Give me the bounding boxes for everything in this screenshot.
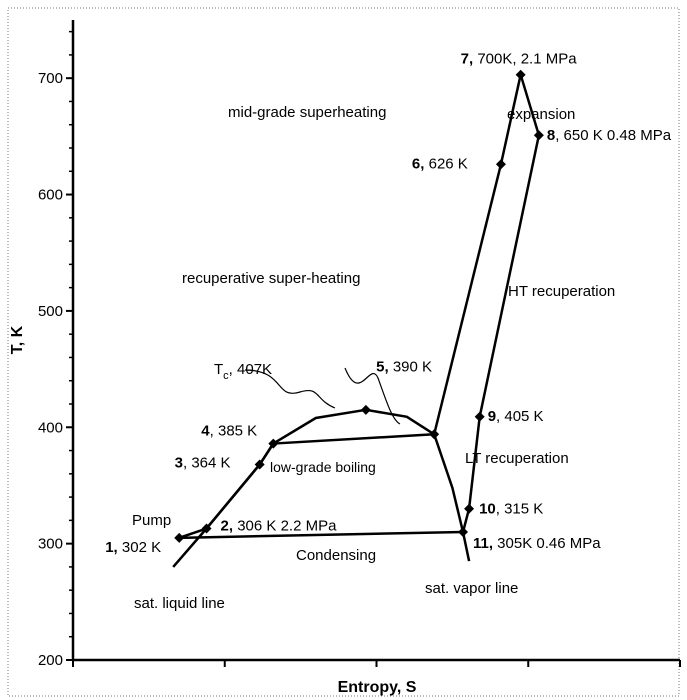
state-point-8-marker [533, 130, 544, 141]
tc-pointer-arrow [244, 369, 336, 409]
state-point-7-label: 7, 700K, 2.1 MPa [461, 51, 578, 68]
saturated-vapor-line [365, 408, 471, 562]
y-tick-label: 300 [38, 536, 63, 553]
point5-pointer-arrow [344, 367, 401, 425]
state-point-2-label: 2, 306 K 2.2 MPa [221, 518, 338, 535]
state-point-5-label: 5, 390 K [376, 358, 432, 375]
state-point-11-marker [457, 527, 468, 537]
x-ticks [72, 660, 681, 667]
state-point-10-label: 10, 315 K [479, 501, 543, 518]
y-tick-label: 400 [38, 419, 63, 436]
state-point-Tc-marker [360, 404, 371, 415]
y-tick-label: 700 [38, 70, 63, 87]
state-point-3-label: 3, 364 K [175, 455, 231, 472]
cycle-segment-6-7 [499, 74, 522, 165]
y-tick-label: 500 [38, 303, 63, 320]
cycle-segment-2-3 [205, 463, 261, 530]
state-point-labels: 1, 302 K 2, 306 K 2.2 MPa 3, 364 K 4, 385 K… [105, 51, 672, 556]
y-tick-label: 200 [38, 652, 63, 669]
cycle-segment-4-5 [273, 433, 435, 445]
lt-recuperation-label: LT recuperation [465, 450, 569, 467]
pump-label: Pump [132, 512, 171, 529]
mid-grade-superheating-label: mid-grade superheating [228, 104, 386, 121]
low-grade-boiling-label: low-grade boiling [270, 459, 376, 475]
state-point-4-label: 4, 385 K [201, 423, 257, 440]
sat-liquid-line-label: sat. liquid line [134, 595, 225, 612]
expansion-label: expansion [507, 106, 575, 123]
condensing-label: Condensing [296, 547, 376, 564]
state-point-1-marker [174, 532, 185, 543]
recuperative-superheating-label: recuperative super-heating [182, 270, 360, 287]
ht-recuperation-label: HT recuperation [508, 283, 615, 300]
state-point-5-marker [429, 429, 440, 440]
y-tick-label: 600 [38, 187, 63, 204]
state-point-markers [174, 69, 544, 543]
chart-frame [7, 7, 680, 697]
state-point-6-label: 6, 626 K [412, 155, 468, 172]
state-point-6-marker [495, 159, 506, 170]
state-point-2-marker [201, 523, 212, 534]
y-ticks: 200 300 400 500 600 700 [38, 30, 73, 669]
process-annotations: Tc, 407K mid-grade superheating expansio… [132, 104, 615, 612]
state-point-1-label: 1, 302 K [105, 539, 161, 556]
y-axis-label: T, K [9, 325, 26, 354]
cycle-segment-8-9 [478, 134, 541, 418]
cycle-segment-1-2 [178, 527, 207, 540]
tc-label: Tc, 407K [214, 361, 272, 382]
cycle-segment-3-4 [258, 442, 275, 466]
state-point-7-marker [515, 69, 526, 80]
state-point-9-marker [474, 411, 485, 422]
state-point-9-label: 9, 405 K [488, 408, 544, 425]
state-point-11-label: 11, 305K 0.46 MPa [473, 535, 601, 552]
cycle-segment-9-10 [467, 416, 481, 509]
x-axis-label: Entropy, S [338, 679, 417, 696]
state-point-4-marker [268, 438, 279, 449]
state-point-8-label: 8, 650 K 0.48 MPa [547, 127, 672, 144]
sat-vapor-line-label: sat. vapor line [425, 580, 518, 597]
pointer-arrows [244, 367, 401, 425]
cycle-segment-11-1 [179, 530, 464, 540]
state-point-10-marker [464, 503, 475, 514]
state-point-3-marker [254, 459, 265, 470]
cycle-segment-7-8 [519, 74, 541, 136]
cycle-segment-5-6 [432, 163, 503, 435]
